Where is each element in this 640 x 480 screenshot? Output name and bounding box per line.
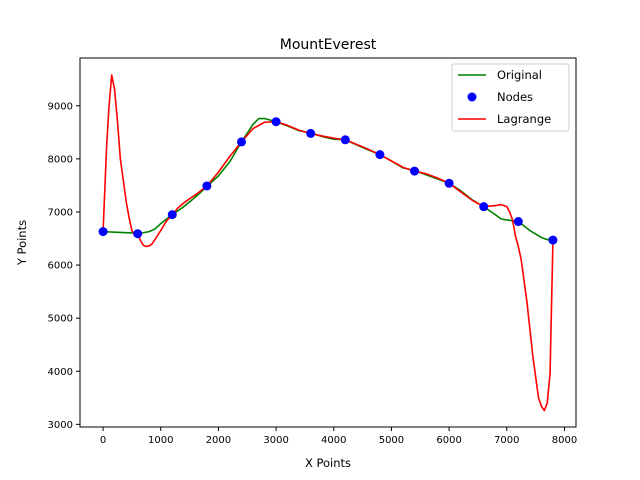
x-axis-label: X Points: [305, 456, 351, 470]
data-point-nodes: [202, 181, 212, 191]
data-point-nodes: [375, 150, 385, 160]
x-tick-label: 5000: [379, 435, 404, 446]
y-axis: 3000 4000 5000 6000 7000 8000 9000: [48, 101, 80, 431]
y-tick-label: 5000: [48, 314, 73, 325]
legend-box: [451, 63, 570, 132]
y-tick-label: 7000: [48, 207, 73, 218]
data-point-nodes: [133, 229, 143, 239]
legend-swatch-nodes: [467, 92, 477, 102]
series-group: [98, 74, 558, 412]
y-tick-label: 8000: [48, 154, 73, 165]
y-tick-label: 3000: [48, 420, 73, 431]
x-tick-label: 8000: [552, 435, 577, 446]
x-tick-label: 6000: [436, 435, 461, 446]
y-tick-label: 4000: [48, 367, 73, 378]
legend: Original Nodes Lagrange: [451, 63, 570, 132]
data-point-nodes: [306, 128, 316, 138]
data-point-nodes: [340, 135, 350, 145]
chart-title: MountEverest: [280, 37, 377, 53]
data-point-nodes: [271, 117, 281, 127]
y-axis-label: Y Points: [15, 220, 29, 266]
data-point-nodes: [548, 235, 558, 245]
legend-label-nodes: Nodes: [497, 90, 533, 104]
data-point-nodes: [236, 137, 246, 147]
x-tick-label: 4000: [321, 435, 346, 446]
x-tick-label: 1000: [148, 435, 173, 446]
axes-frame: [79, 57, 577, 428]
data-point-nodes: [479, 202, 489, 212]
x-axis: 0 1000 2000 3000 4000 5000 6000 7000 8000: [100, 427, 577, 446]
y-tick-label: 6000: [48, 261, 73, 272]
data-point-nodes: [410, 166, 420, 176]
data-point-nodes: [98, 227, 108, 237]
data-point-nodes: [444, 178, 454, 188]
data-point-nodes: [513, 217, 523, 227]
legend-label-lagrange: Lagrange: [497, 112, 551, 126]
data-point-nodes: [167, 210, 177, 220]
x-tick-label: 7000: [494, 435, 519, 446]
x-tick-label: 2000: [206, 435, 231, 446]
x-tick-label: 3000: [263, 435, 288, 446]
y-tick-label: 9000: [48, 101, 73, 112]
x-tick-label: 0: [100, 435, 106, 446]
legend-label-original: Original: [497, 68, 542, 82]
